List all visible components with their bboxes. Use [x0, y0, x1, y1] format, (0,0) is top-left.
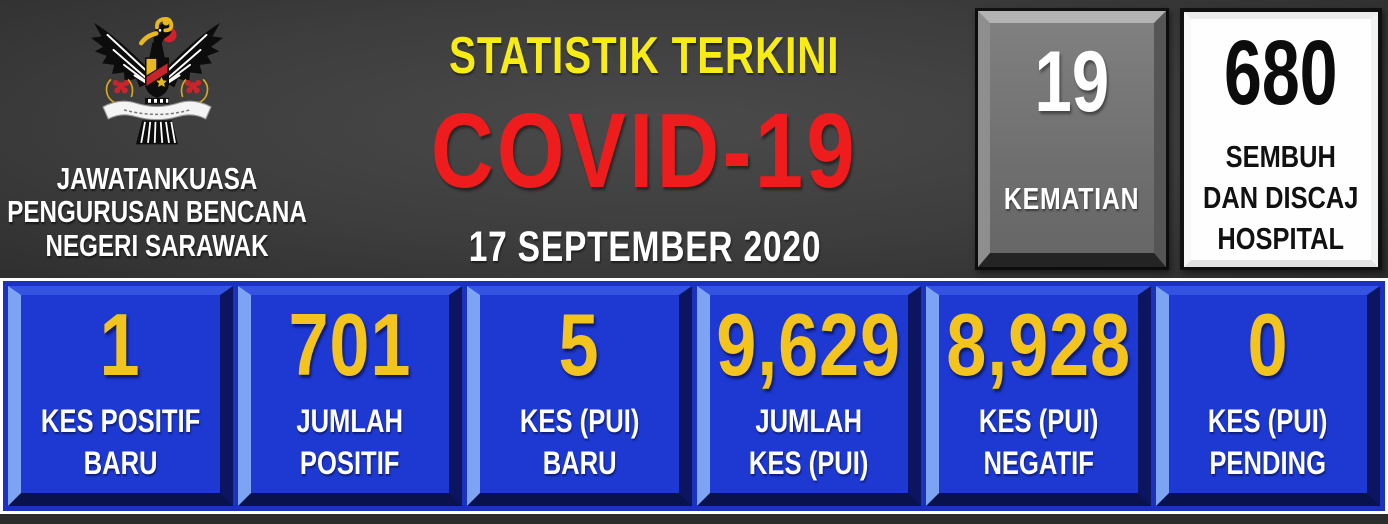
deaths-value: 19 [1034, 34, 1110, 130]
bottom-border [0, 514, 1388, 524]
page-title: COVID-19 [430, 92, 859, 210]
stat-label: KES (PUI) PENDING [1208, 403, 1328, 481]
recovered-box: 680 SEMBUH DAN DISCAJ HOSPITAL [1180, 8, 1382, 270]
report-date: 17 SEPTEMBER 2020 [468, 223, 821, 271]
header-section: JAWATANKUASA PENGURUSAN BENCANA NEGERI S… [0, 0, 1388, 278]
stat-value: 701 [288, 295, 412, 394]
subtitle: STATISTIK TERKINI [449, 27, 840, 85]
committee-name: JAWATANKUASA PENGURUSAN BENCANA NEGERI S… [7, 161, 307, 263]
stat-box-kes-positif-baru: 1 KES POSITIF BARU [8, 286, 233, 506]
sarawak-crest [91, 17, 223, 145]
stat-value: 8,928 [945, 295, 1131, 394]
deaths-box: 19 KEMATIAN [975, 8, 1169, 270]
stat-label: KES (PUI) NEGATIF [978, 403, 1098, 481]
crest-checker [145, 97, 169, 104]
deaths-box-inner: 19 KEMATIAN [978, 11, 1166, 267]
crest-flowers [105, 79, 209, 105]
recovered-box-inner: 680 SEMBUH DAN DISCAJ HOSPITAL [1184, 12, 1378, 267]
stats-strip: 1 KES POSITIF BARU 701 JUMLAH POSITIF 5 … [0, 278, 1388, 514]
summary-boxes: 19 KEMATIAN 680 SEMBUH DAN DISCAJ HOSPIT… [975, 0, 1388, 278]
recovered-value: 680 [1224, 22, 1338, 124]
crest-head [139, 17, 177, 47]
recovered-label-line: DAN DISCAJ [1203, 179, 1359, 215]
crest-ribbon [102, 100, 212, 121]
stat-box-kes-pui-pending: 0 KES (PUI) PENDING [1155, 286, 1380, 506]
recovered-label-line: HOSPITAL [1217, 220, 1345, 256]
stat-label: KES POSITIF BARU [40, 403, 200, 481]
stat-value: 0 [1247, 295, 1289, 394]
stat-label: KES (PUI) BARU [519, 403, 639, 481]
committee-line: NEGERI SARAWAK [45, 227, 269, 263]
stat-box-kes-pui-negatif: 8,928 KES (PUI) NEGATIF [926, 286, 1151, 506]
deaths-label: KEMATIAN [1004, 181, 1140, 216]
crest-wings [91, 22, 223, 88]
stat-label: JUMLAH KES (PUI) [749, 403, 869, 481]
stat-box-jumlah-kes-pui: 9,629 JUMLAH KES (PUI) [696, 286, 921, 506]
stat-value: 9,629 [716, 295, 902, 394]
title-block: STATISTIK TERKINI COVID-19 17 SEPTEMBER … [314, 0, 975, 278]
stat-value: 1 [99, 295, 141, 394]
crest-shield [145, 42, 169, 98]
crest-tail [136, 120, 178, 145]
stat-box-jumlah-positif: 701 JUMLAH POSITIF [237, 286, 462, 506]
committee-line: PENGURUSAN BENCANA [7, 194, 307, 230]
recovered-label-line: SEMBUH [1225, 139, 1337, 174]
recovered-label: SEMBUH DAN DISCAJ HOSPITAL [1203, 137, 1358, 260]
stat-box-kes-pui-baru: 5 KES (PUI) BARU [467, 286, 692, 506]
committee-line: JAWATANKUASA [56, 161, 258, 196]
stat-label: JUMLAH POSITIF [296, 403, 404, 481]
stat-value: 5 [558, 295, 600, 394]
committee-block: JAWATANKUASA PENGURUSAN BENCANA NEGERI S… [0, 0, 314, 278]
